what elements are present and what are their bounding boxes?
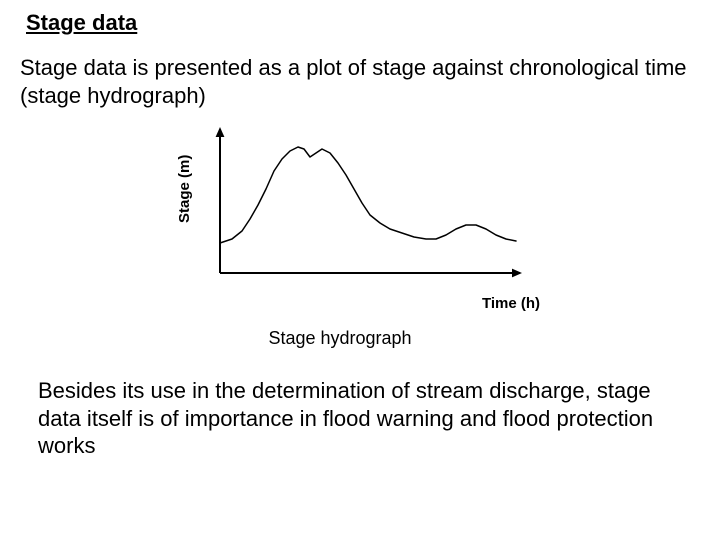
x-axis-label: Time (h) bbox=[482, 295, 540, 312]
y-axis-label: Stage (m) bbox=[176, 155, 193, 223]
figure-container: Stage (m) Time (h) Stage hydrograph bbox=[20, 123, 700, 349]
footnote-text: Besides its use in the determination of … bbox=[38, 377, 680, 460]
chart-caption: Stage hydrograph bbox=[20, 328, 660, 349]
page-title: Stage data bbox=[26, 10, 700, 36]
chart-svg bbox=[190, 123, 530, 283]
slide: Stage data Stage data is presented as a … bbox=[0, 0, 720, 540]
stage-hydrograph-chart: Stage (m) Time (h) bbox=[190, 123, 530, 288]
intro-text: Stage data is presented as a plot of sta… bbox=[20, 54, 690, 109]
